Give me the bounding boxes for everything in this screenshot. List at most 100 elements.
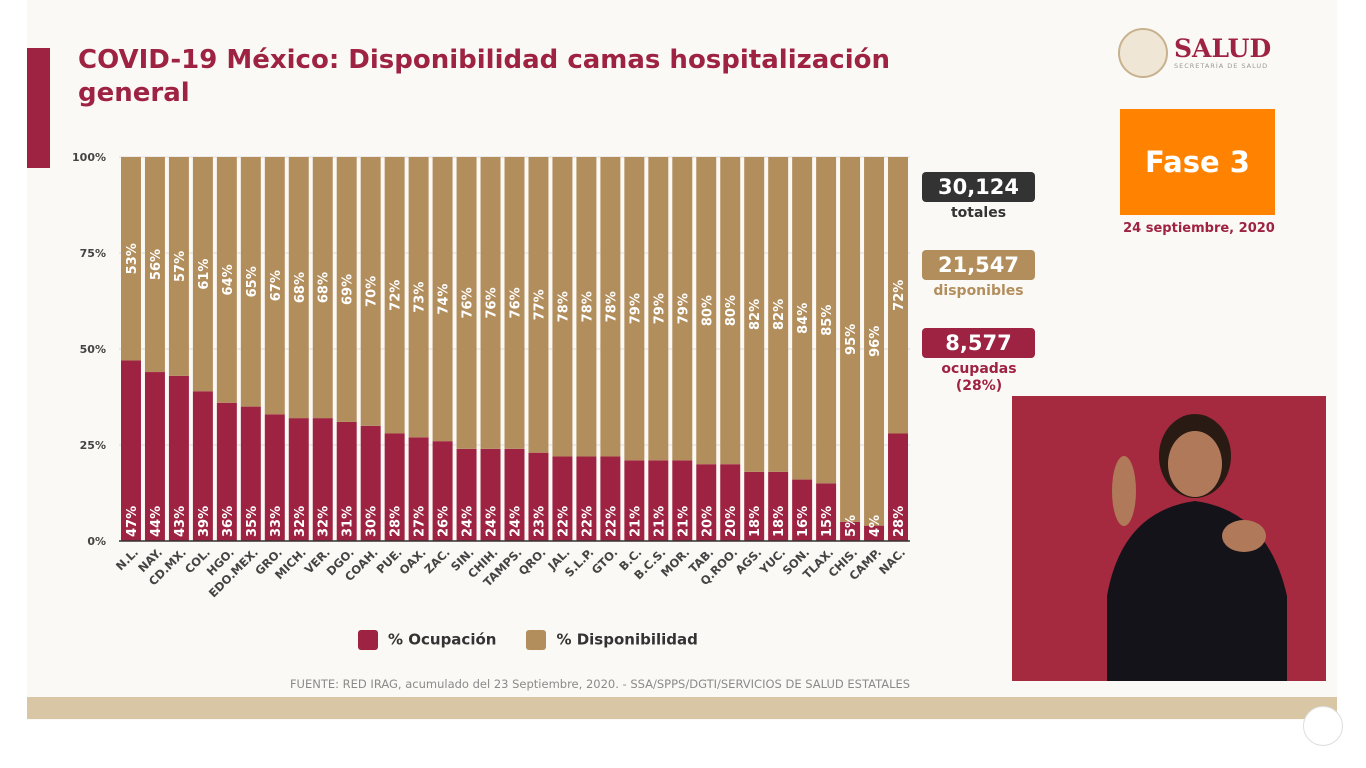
legend-item-ocupacion: % Ocupación <box>358 630 496 650</box>
x-tick-label: GTO. <box>589 545 621 577</box>
data-label-disponibilidad: 69% <box>341 274 356 305</box>
data-label-ocupacion: 32% <box>317 506 332 537</box>
data-label-disponibilidad: 76% <box>509 287 524 318</box>
bar-disponibilidad <box>288 157 309 419</box>
bar-ocupacion <box>384 433 405 541</box>
data-label-ocupacion: 23% <box>532 506 547 537</box>
stat-label: totales <box>950 205 1007 221</box>
bar-ocupacion <box>216 402 237 541</box>
bar-ocupacion <box>121 360 141 541</box>
data-label-disponibilidad: 65% <box>245 266 260 297</box>
bar-ocupacion <box>360 425 381 541</box>
stat-ocupadas: 8,577 ocupadas (28%) <box>922 328 1035 395</box>
y-tick-label: 100% <box>72 151 106 164</box>
guardianes-mexico-logo <box>1303 706 1343 746</box>
y-tick-label: 75% <box>80 247 106 260</box>
bar-ocupacion <box>816 483 837 541</box>
bar-ocupacion <box>792 479 813 541</box>
data-label-disponibilidad: 78% <box>604 291 619 322</box>
data-label-disponibilidad: 73% <box>413 282 428 313</box>
data-label-ocupacion: 39% <box>197 506 212 537</box>
data-label-ocupacion: 18% <box>748 506 763 537</box>
legend-label: % Ocupación <box>388 630 497 649</box>
data-label-ocupacion: 20% <box>700 506 715 537</box>
bar-disponibilidad <box>672 157 693 461</box>
stat-disponibles: 21,547 disponibles <box>922 250 1035 300</box>
bar-ocupacion <box>720 464 741 541</box>
data-label-disponibilidad: 77% <box>532 289 547 320</box>
data-label-ocupacion: 22% <box>580 506 595 537</box>
bar-ocupacion <box>672 460 693 541</box>
data-label-disponibilidad: 61% <box>197 259 212 290</box>
salud-logo: SALUD SECRETARÍA DE SALUD <box>1118 28 1271 78</box>
data-label-disponibilidad: 68% <box>317 272 332 303</box>
data-label-disponibilidad: 78% <box>556 291 571 322</box>
data-label-ocupacion: 18% <box>772 506 787 537</box>
bar-ocupacion <box>240 406 261 541</box>
data-label-disponibilidad: 82% <box>748 299 763 330</box>
data-label-disponibilidad: 68% <box>293 272 308 303</box>
bar-ocupacion <box>480 448 501 541</box>
bar-disponibilidad <box>408 157 429 438</box>
data-label-ocupacion: 22% <box>556 506 571 537</box>
data-label-ocupacion: 22% <box>604 506 619 537</box>
bar-disponibilidad <box>648 157 669 461</box>
x-tick-label: NAC. <box>876 545 908 577</box>
data-label-ocupacion: 24% <box>461 506 476 537</box>
bar-disponibilidad <box>336 157 357 422</box>
data-label-disponibilidad: 79% <box>676 293 691 324</box>
data-label-ocupacion: 26% <box>437 506 452 537</box>
x-tick-label: QRO. <box>516 545 549 578</box>
y-tick-label: 25% <box>80 439 106 452</box>
y-tick-label: 50% <box>80 343 106 356</box>
x-tick-label: N.L. <box>113 545 141 573</box>
bar-ocupacion <box>552 456 573 541</box>
accent-bar <box>27 48 50 168</box>
bar-ocupacion <box>456 448 477 541</box>
data-label-disponibilidad: 96% <box>868 326 883 357</box>
data-label-disponibilidad: 53% <box>125 243 140 274</box>
bar-disponibilidad <box>792 157 813 480</box>
data-label-ocupacion: 21% <box>628 506 643 537</box>
bar-ocupacion <box>144 372 165 541</box>
stat-value: 21,547 <box>922 250 1035 280</box>
data-label-ocupacion: 31% <box>341 506 356 537</box>
bar-ocupacion <box>840 521 861 541</box>
logo-subtitle: SECRETARÍA DE SALUD <box>1174 62 1269 70</box>
bar-ocupacion <box>648 460 669 541</box>
bar-disponibilidad <box>600 157 621 457</box>
bar-ocupacion <box>624 460 645 541</box>
data-label-ocupacion: 28% <box>389 506 404 537</box>
bar-ocupacion <box>408 437 429 541</box>
guardians-logo <box>107 590 175 645</box>
phase-badge: Fase 3 <box>1120 109 1275 215</box>
data-label-ocupacion: 47% <box>125 506 140 537</box>
data-label-ocupacion: 5% <box>844 515 859 537</box>
bar-disponibilidad <box>216 157 237 403</box>
data-label-ocupacion: 21% <box>676 506 691 537</box>
bar-disponibilidad <box>312 157 333 419</box>
data-label-disponibilidad: 79% <box>652 293 667 324</box>
bar-ocupacion <box>504 448 525 541</box>
bar-disponibilidad <box>576 157 597 457</box>
data-label-disponibilidad: 79% <box>628 293 643 324</box>
bar-disponibilidad <box>192 157 213 392</box>
bar-ocupacion <box>864 525 885 541</box>
data-label-disponibilidad: 84% <box>796 303 811 334</box>
data-label-ocupacion: 16% <box>796 506 811 537</box>
data-label-ocupacion: 43% <box>173 506 188 537</box>
stat-value: 8,577 <box>922 328 1035 358</box>
data-label-ocupacion: 27% <box>413 506 428 537</box>
bar-disponibilidad <box>168 157 189 376</box>
legend-label: % Disponibilidad <box>556 630 698 649</box>
interpreter-figure <box>1107 414 1287 681</box>
page-title: COVID-19 México: Disponibilidad camas ho… <box>78 45 890 108</box>
data-label-ocupacion: 20% <box>724 506 739 537</box>
bar-disponibilidad <box>864 157 885 526</box>
data-label-ocupacion: 36% <box>221 506 236 537</box>
data-label-disponibilidad: 85% <box>820 305 835 336</box>
data-label-disponibilidad: 80% <box>724 295 739 326</box>
bar-disponibilidad <box>360 157 381 426</box>
x-tick-label: OAX. <box>396 545 428 577</box>
data-label-ocupacion: 33% <box>269 506 284 537</box>
